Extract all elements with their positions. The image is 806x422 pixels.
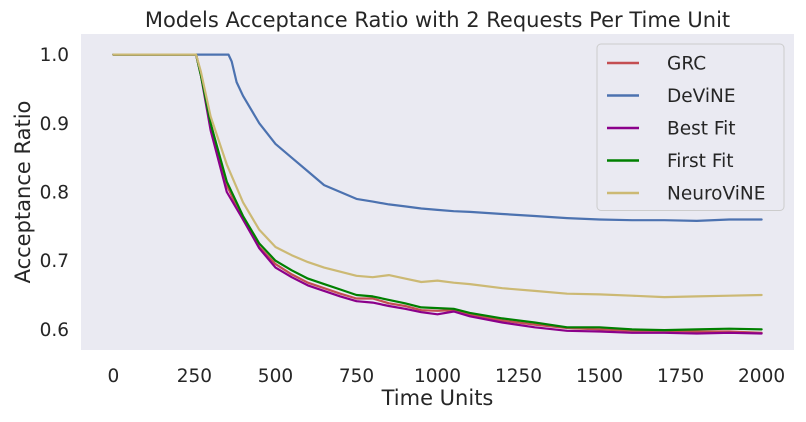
y-axis-label: Acceptance Ratio (11, 101, 35, 284)
x-tick-label: 1500 (576, 366, 623, 387)
legend-label: Best Fit (667, 119, 736, 140)
x-tick-label: 2000 (738, 366, 785, 387)
legend-label: DeViNE (667, 86, 736, 107)
y-tick-label: 0.8 (40, 183, 69, 204)
legend-label: GRC (667, 54, 706, 75)
legend-label: NeuroViNE (667, 184, 765, 205)
series-line-neurovine (112, 53, 763, 299)
series-line-best-fit (112, 53, 763, 335)
x-axis-ticks: 0 250 500 750 1000 1250 1500 1750 2000 (108, 366, 786, 387)
y-tick-label: 0.9 (40, 114, 69, 135)
x-tick-label: 1750 (657, 366, 704, 387)
y-tick-label: 0.7 (40, 251, 69, 272)
series-line-devine (112, 53, 763, 222)
x-tick-label: 1000 (414, 366, 461, 387)
x-tick-label: 250 (177, 366, 212, 387)
x-tick-label: 750 (339, 366, 374, 387)
series-line-grc (112, 53, 763, 334)
legend: GRC DeViNE Best Fit First Fit NeuroViNE (596, 43, 785, 211)
chart-title: Models Acceptance Ratio with 2 Requests … (145, 8, 730, 32)
legend-label: First Fit (667, 151, 734, 172)
x-tick-label: 0 (108, 366, 120, 387)
series-lines (112, 53, 763, 335)
y-tick-label: 0.6 (40, 320, 69, 341)
x-tick-label: 1250 (495, 366, 542, 387)
y-axis-ticks: 0.6 0.7 0.8 0.9 1.0 (40, 45, 69, 341)
legend-box (596, 43, 785, 211)
x-tick-label: 500 (258, 366, 293, 387)
y-tick-label: 1.0 (40, 45, 69, 66)
x-axis-label: Time Units (381, 386, 494, 410)
series-line-first-fit (112, 53, 763, 332)
